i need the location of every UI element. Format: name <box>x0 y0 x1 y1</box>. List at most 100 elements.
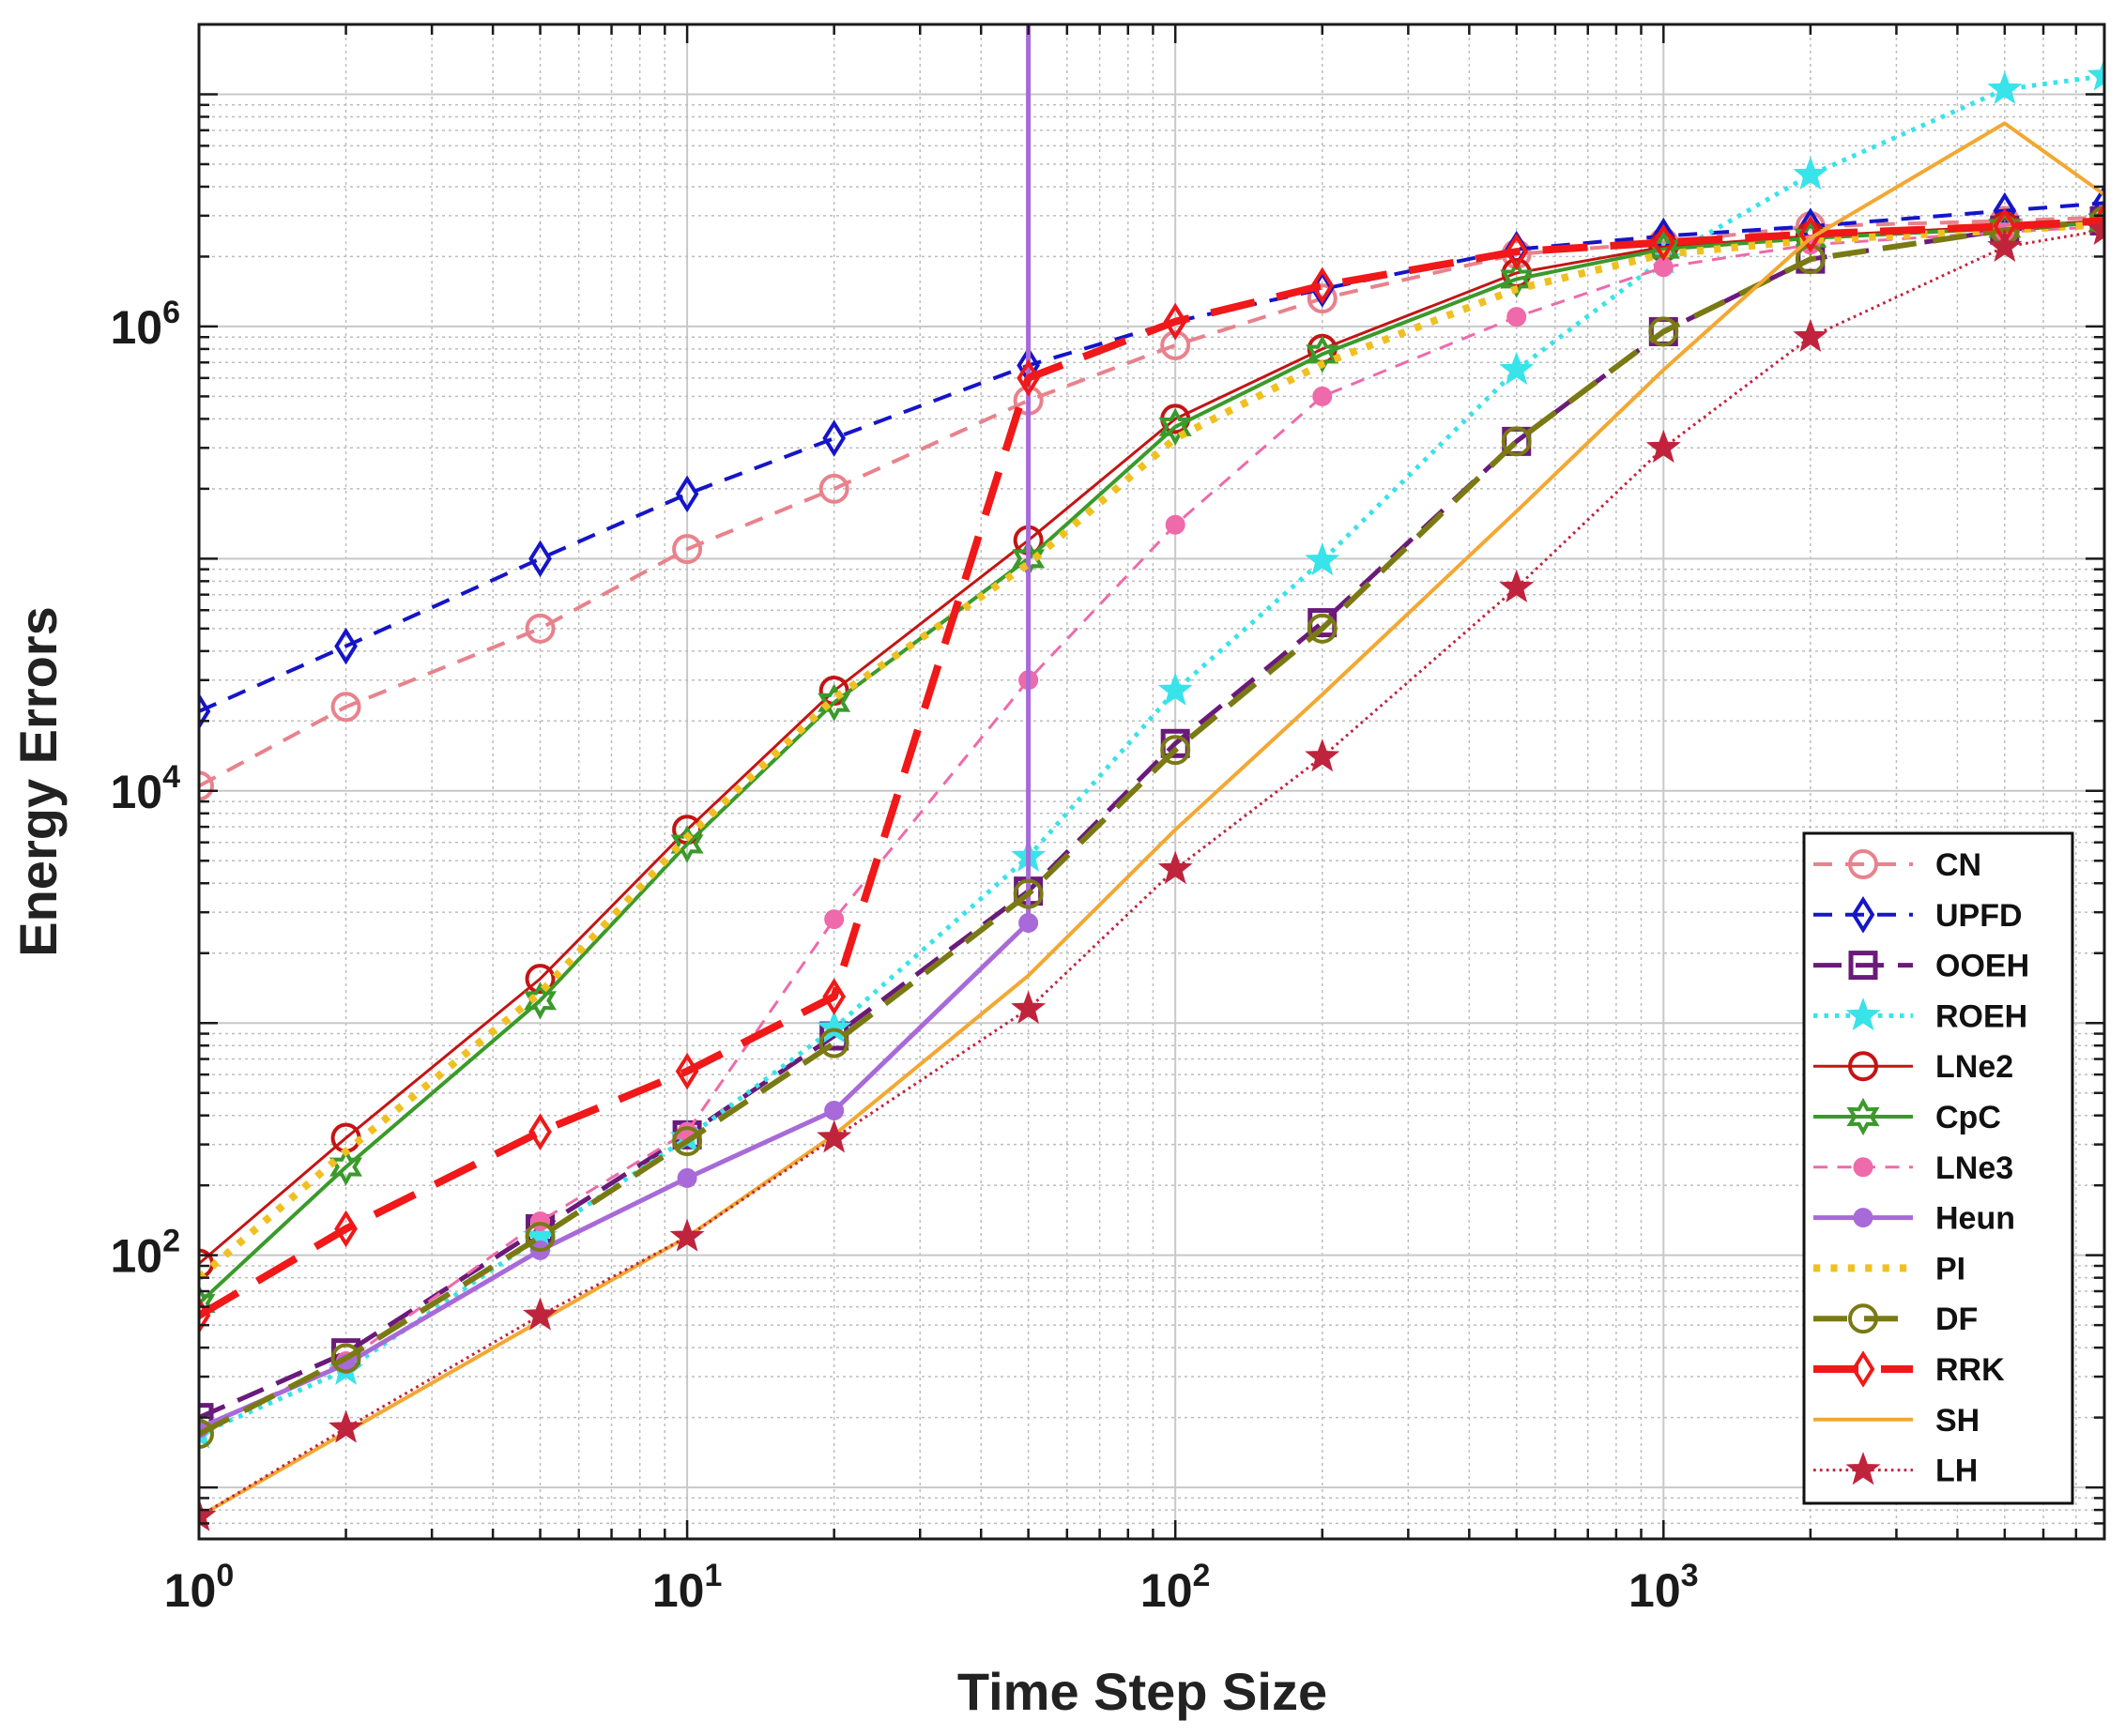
legend-item-heun: Heun <box>1813 1201 2015 1237</box>
data-point-lh <box>329 1409 364 1443</box>
data-point-rrk <box>334 1210 358 1248</box>
data-point-df <box>1501 426 1532 457</box>
legend-marker-lh <box>1845 1452 1881 1485</box>
data-point-roeh <box>1987 70 2023 104</box>
data-point-heun <box>824 1100 845 1120</box>
data-point-lne3 <box>1312 386 1333 406</box>
y-tick-label: 102 <box>110 1224 180 1283</box>
plot-frame <box>197 23 2106 1541</box>
data-point-cpc <box>670 825 704 863</box>
data-point-lh <box>1793 318 1828 352</box>
y-tick-labels: 102 104 106 <box>110 295 180 1283</box>
legend-label-df: DF <box>1935 1302 1978 1337</box>
data-point-cn <box>525 613 556 644</box>
data-point-roeh <box>1499 351 1535 385</box>
data-point-lh <box>817 1119 852 1153</box>
series-line-rrk <box>199 217 2104 1319</box>
data-point-rrk <box>199 1297 211 1334</box>
data-point-df <box>1013 878 1044 909</box>
data-point-upfd <box>2092 184 2104 222</box>
data-point-cn <box>818 473 849 504</box>
data-point-heun <box>1018 912 1039 933</box>
legend-label-rrk: RRK <box>1935 1352 2005 1388</box>
data-point-lne3 <box>530 1211 551 1232</box>
legend-item-df: DF <box>1813 1302 1978 1337</box>
legend-item-ooeh: OOEH <box>1813 949 2029 984</box>
legend-marker-rrk <box>1851 1350 1875 1388</box>
legend-label-lne3: LNe3 <box>1935 1150 2013 1186</box>
data-point-lh <box>669 1218 705 1252</box>
data-point-heun <box>677 1167 697 1188</box>
x-tick-label: 101 <box>652 1558 723 1617</box>
legend-label-roeh: ROEH <box>1935 998 2027 1034</box>
data-point-lne3 <box>1165 514 1185 535</box>
legend-label-ooeh: OOEH <box>1935 949 2029 984</box>
legend-marker-ooeh <box>1848 951 1878 981</box>
data-point-roeh <box>1305 542 1340 576</box>
legend-marker-lne2 <box>1848 1051 1878 1082</box>
legend-label-pi: PI <box>1935 1251 1965 1287</box>
legend-label-upfd: UPFD <box>1935 898 2023 934</box>
legend: CN UPFD OOEH ROEH LNe2 CpC LNe3 Heun PI DF RRK SH LH <box>1802 831 2074 1505</box>
data-point-rrk <box>528 1113 552 1150</box>
data-point-cpc <box>1306 335 1339 373</box>
data-point-lh <box>1987 228 2023 262</box>
series-lh <box>199 211 2104 1531</box>
data-point-df <box>525 1222 556 1253</box>
data-point-rrk <box>822 978 847 1015</box>
series-sh <box>199 121 2104 1518</box>
series-line-df <box>199 218 2104 1437</box>
y-tick-label: 104 <box>110 759 180 818</box>
legend-marker-heun <box>1853 1208 1873 1228</box>
data-point-rrk <box>675 1052 699 1090</box>
x-tick-labels: 100 101 102 103 <box>164 1558 1699 1617</box>
legend-marker-cn <box>1848 849 1878 879</box>
data-point-df <box>199 1419 214 1450</box>
data-point-df <box>1648 316 1679 347</box>
data-point-roeh <box>1793 156 1828 190</box>
x-tick-label: 102 <box>1140 1558 1211 1617</box>
data-point-cpc <box>818 683 851 722</box>
data-point-cn <box>199 770 214 801</box>
data-point-rrk <box>1310 266 1335 305</box>
data-point-cn <box>330 692 361 723</box>
data-point-cpc <box>524 982 558 1020</box>
series-line-sh <box>199 121 2104 1518</box>
legend-item-rrk: RRK <box>1813 1350 2005 1388</box>
data-point-rrk <box>1163 302 1187 341</box>
data-point-upfd <box>528 540 552 578</box>
legend-label-cn: CN <box>1935 847 1981 883</box>
legend-item-lh: LH <box>1813 1452 1978 1489</box>
data-point-upfd <box>199 693 211 730</box>
legend-item-roeh: ROEH <box>1813 997 2027 1034</box>
data-point-roeh <box>1157 672 1193 706</box>
data-point-ooeh <box>199 1403 214 1433</box>
legend-item-cn: CN <box>1813 847 1981 883</box>
legend-marker-upfd <box>1851 896 1875 934</box>
data-point-lh <box>1499 569 1535 602</box>
data-point-upfd <box>822 419 847 457</box>
legend-item-sh: SH <box>1813 1403 1980 1439</box>
data-point-lh <box>2087 211 2104 245</box>
data-point-cpc <box>199 1284 216 1323</box>
legend-marker-cpc <box>1846 1097 1880 1136</box>
data-point-lh <box>1011 990 1047 1024</box>
legend-label-cpc: CpC <box>1935 1100 2001 1135</box>
data-point-lne2 <box>525 964 556 995</box>
legend-item-pi: PI <box>1813 1251 1965 1287</box>
data-point-rrk <box>1017 359 1040 397</box>
data-point-roeh <box>2087 57 2104 91</box>
data-point-lh <box>1305 739 1340 772</box>
legend-item-lne2: LNe2 <box>1813 1049 2013 1085</box>
legend-marker-lne3 <box>1853 1157 1873 1178</box>
y-axis-title: Energy Errors <box>8 606 68 957</box>
x-tick-label: 103 <box>1628 1558 1699 1617</box>
series-roeh <box>199 57 2104 1449</box>
data-point-lh <box>1157 850 1193 884</box>
data-point-cn <box>1160 329 1191 360</box>
data-point-df <box>1307 613 1338 644</box>
legend-item-cpc: CpC <box>1813 1097 2001 1136</box>
data-point-roeh <box>817 1010 852 1043</box>
y-tick-label: 106 <box>110 295 180 354</box>
